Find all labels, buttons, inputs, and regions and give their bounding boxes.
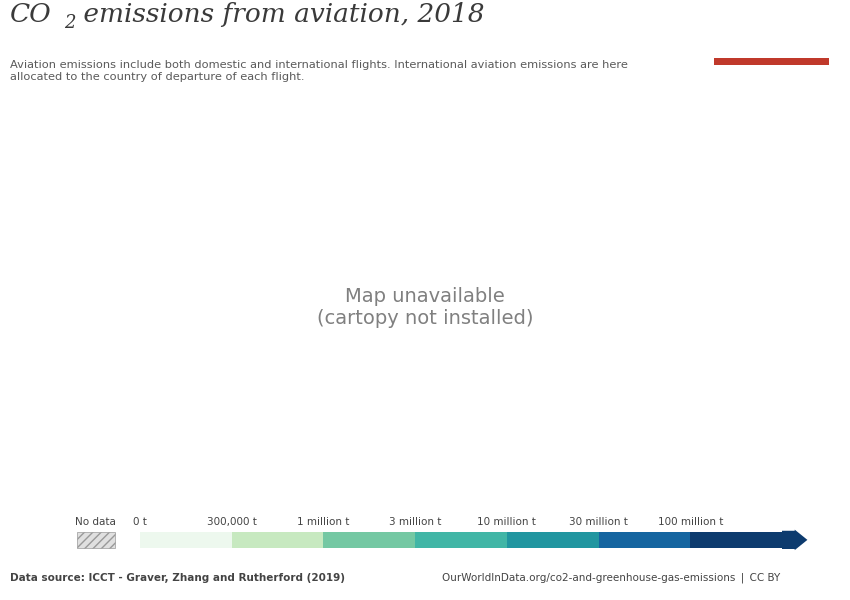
Text: Data source: ICCT - Graver, Zhang and Rutherford (2019): Data source: ICCT - Graver, Zhang and Ru… xyxy=(10,573,345,583)
Text: CO: CO xyxy=(10,2,52,27)
Text: No data: No data xyxy=(76,517,116,527)
Bar xyxy=(140,532,232,548)
Bar xyxy=(415,532,507,548)
Bar xyxy=(690,532,782,548)
Bar xyxy=(598,532,690,548)
Text: 2: 2 xyxy=(64,14,76,32)
Text: 300,000 t: 300,000 t xyxy=(207,517,257,527)
Text: Map unavailable
(cartopy not installed): Map unavailable (cartopy not installed) xyxy=(317,287,533,328)
Text: 3 million t: 3 million t xyxy=(389,517,441,527)
Bar xyxy=(507,532,598,548)
Bar xyxy=(232,532,323,548)
Text: 10 million t: 10 million t xyxy=(478,517,536,527)
FancyArrow shape xyxy=(782,530,807,550)
Text: 100 million t: 100 million t xyxy=(658,517,723,527)
Text: Our World: Our World xyxy=(738,20,805,34)
Text: 30 million t: 30 million t xyxy=(570,517,628,527)
Text: in Data: in Data xyxy=(747,37,796,50)
Text: 0 t: 0 t xyxy=(133,517,147,527)
Bar xyxy=(714,58,829,65)
Bar xyxy=(76,532,116,548)
Text: OurWorldInData.org/co2-and-greenhouse-gas-emissions | CC BY: OurWorldInData.org/co2-and-greenhouse-ga… xyxy=(442,572,780,583)
Text: Aviation emissions include both domestic and international flights. Internationa: Aviation emissions include both domestic… xyxy=(10,60,628,82)
Text: 1 million t: 1 million t xyxy=(298,517,349,527)
Bar xyxy=(323,532,415,548)
Text: emissions from aviation, 2018: emissions from aviation, 2018 xyxy=(75,2,484,27)
